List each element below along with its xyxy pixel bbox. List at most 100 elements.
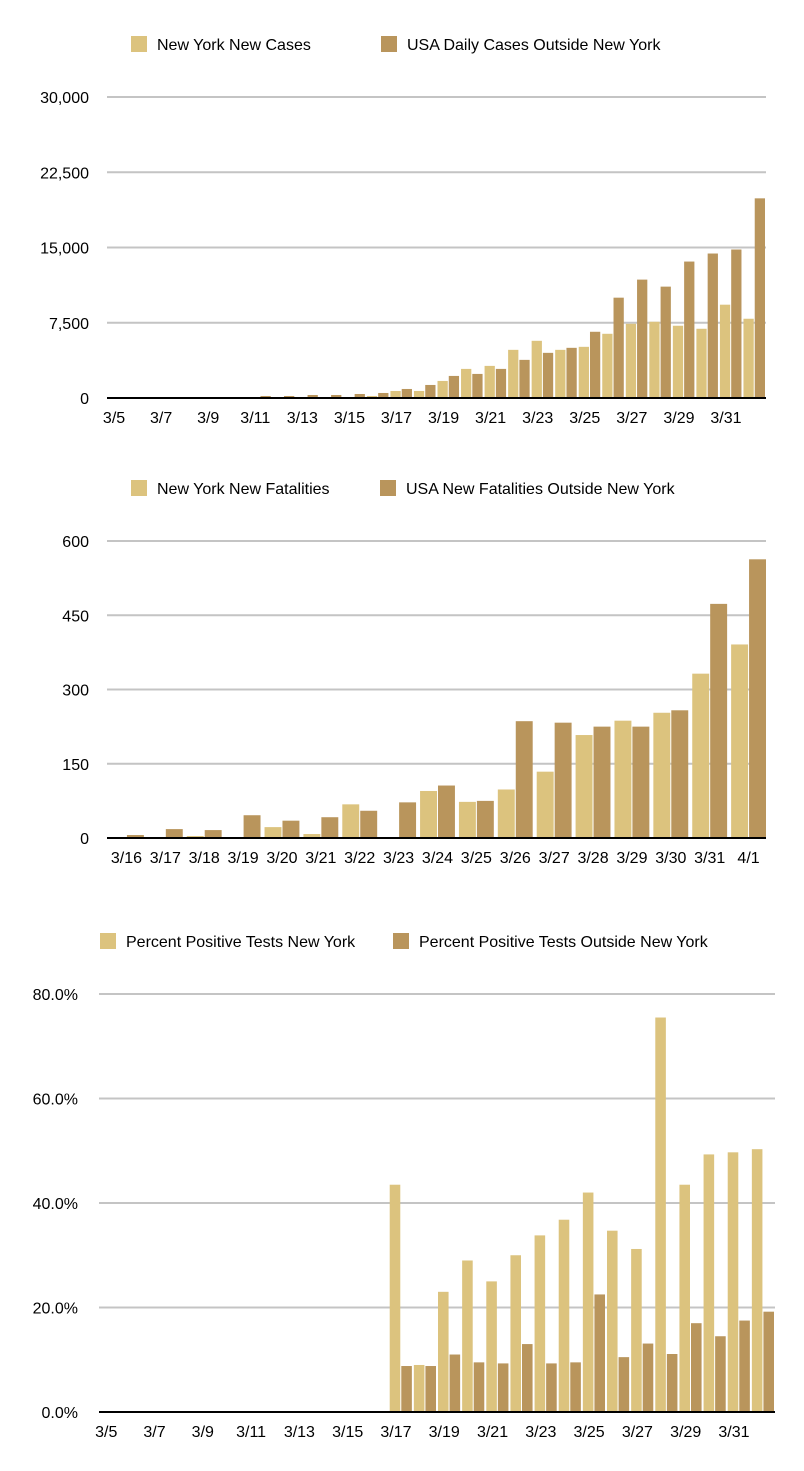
x-tick-label: 3/23 (525, 1424, 556, 1441)
bar-outside (243, 815, 261, 838)
bar-new-york (582, 1192, 594, 1412)
x-tick-label: 3/19 (228, 850, 259, 867)
bar-outside (666, 1354, 678, 1412)
bar-outside (204, 830, 222, 838)
bar-outside (495, 368, 507, 398)
bar-new-york (558, 1219, 570, 1412)
bar-outside (438, 785, 455, 838)
x-tick-label: 3/27 (616, 410, 647, 427)
legend: New York New Fatalities USA New Fataliti… (131, 480, 676, 498)
bar-outside (354, 393, 365, 398)
bar-new-york (578, 346, 589, 398)
y-tick-label: 80.0% (33, 987, 78, 1004)
bars (107, 198, 766, 399)
x-tick-label: 3/26 (500, 850, 531, 867)
x-tick-label: 3/20 (266, 850, 297, 867)
bar-outside (284, 395, 295, 398)
x-tick-label: 3/27 (539, 850, 570, 867)
bar-new-york (692, 673, 710, 838)
bar-new-york (264, 827, 282, 838)
bar-new-york (719, 304, 731, 398)
bar-outside (570, 1362, 581, 1412)
x-tick-label: 3/22 (344, 850, 375, 867)
bar-outside (554, 722, 572, 838)
bar-outside (715, 1336, 726, 1412)
x-tick-label: 3/17 (381, 410, 412, 427)
x-tick-label: 3/23 (522, 410, 553, 427)
x-tick-label: 3/11 (236, 1424, 266, 1441)
bar-new-york (497, 789, 515, 838)
bar-new-york (510, 1255, 521, 1412)
y-axis-ticks: 0 150 300 450 600 (62, 534, 89, 848)
x-tick-label: 3/7 (143, 1424, 165, 1441)
bar-outside (260, 395, 271, 398)
bar-new-york (751, 1149, 763, 1412)
bar-new-york (438, 1291, 449, 1412)
bar-new-york (607, 1230, 618, 1412)
x-tick-label: 3/19 (429, 1424, 460, 1441)
bar-new-york (534, 1235, 546, 1412)
bar-outside (519, 359, 530, 398)
bar-new-york (413, 1364, 425, 1412)
bar-new-york (458, 801, 476, 838)
y-tick-label: 30,000 (40, 90, 89, 107)
x-tick-label: 3/11 (240, 410, 270, 427)
legend-swatch-new-york (131, 36, 147, 52)
x-tick-label: 3/9 (192, 1424, 214, 1441)
bar-outside (710, 603, 728, 838)
legend-swatch-outside (393, 933, 409, 949)
bar-outside (165, 829, 183, 838)
y-tick-label: 15,000 (40, 241, 89, 258)
bar-new-york (703, 1154, 715, 1412)
bar-outside (589, 331, 601, 398)
x-tick-label: 3/9 (197, 410, 219, 427)
bar-new-york (342, 804, 360, 838)
legend: Percent Positive Tests New York Percent … (100, 933, 709, 951)
bar-new-york (655, 1017, 666, 1412)
chart-percent-positive: Percent Positive Tests New York Percent … (33, 933, 775, 1441)
bar-new-york (731, 644, 749, 838)
x-tick-label: 3/5 (103, 410, 125, 427)
y-tick-label: 60.0% (33, 1092, 78, 1109)
x-tick-label: 3/5 (95, 1424, 117, 1441)
y-tick-label: 0 (80, 391, 89, 408)
y-tick-label: 40.0% (33, 1196, 78, 1213)
bars (107, 559, 766, 839)
bar-outside (542, 352, 554, 398)
bar-outside (307, 394, 318, 398)
x-tick-label: 3/30 (655, 850, 686, 867)
x-tick-label: 3/21 (477, 1424, 508, 1441)
bar-new-york (437, 380, 448, 398)
bar-outside (691, 1323, 702, 1412)
bar-new-york (484, 365, 495, 398)
bar-outside (731, 249, 742, 398)
bar-new-york (536, 771, 554, 838)
bar-new-york (413, 390, 425, 398)
x-tick-label: 4/1 (737, 850, 759, 867)
x-tick-label: 3/13 (284, 1424, 315, 1441)
legend-label-outside: Percent Positive Tests Outside New York (419, 934, 709, 951)
legend-label-outside: USA Daily Cases Outside New York (407, 37, 661, 54)
bar-new-york (389, 1184, 401, 1412)
x-tick-label: 3/15 (332, 1424, 363, 1441)
x-tick-label: 3/7 (150, 410, 172, 427)
bar-outside (632, 726, 650, 839)
bar-outside (522, 1344, 533, 1412)
bar-new-york (653, 712, 671, 838)
x-tick-label: 3/29 (663, 410, 694, 427)
bar-outside (739, 1320, 750, 1412)
gridlines (99, 993, 775, 1413)
y-axis-ticks: 0 7,500 15,000 22,500 30,000 (40, 90, 89, 408)
bar-new-york (390, 390, 401, 398)
y-tick-label: 600 (62, 534, 89, 551)
x-tick-label: 3/19 (428, 410, 459, 427)
bar-new-york (303, 834, 321, 838)
bar-outside (566, 347, 577, 398)
bar-outside (642, 1343, 654, 1412)
bar-new-york (631, 1248, 642, 1412)
chart-daily-fatalities: New York New Fatalities USA New Fataliti… (62, 480, 766, 867)
bar-new-york (508, 349, 519, 398)
bar-outside (594, 1294, 605, 1412)
bar-new-york (486, 1281, 497, 1413)
x-tick-label: 3/25 (574, 1424, 605, 1441)
